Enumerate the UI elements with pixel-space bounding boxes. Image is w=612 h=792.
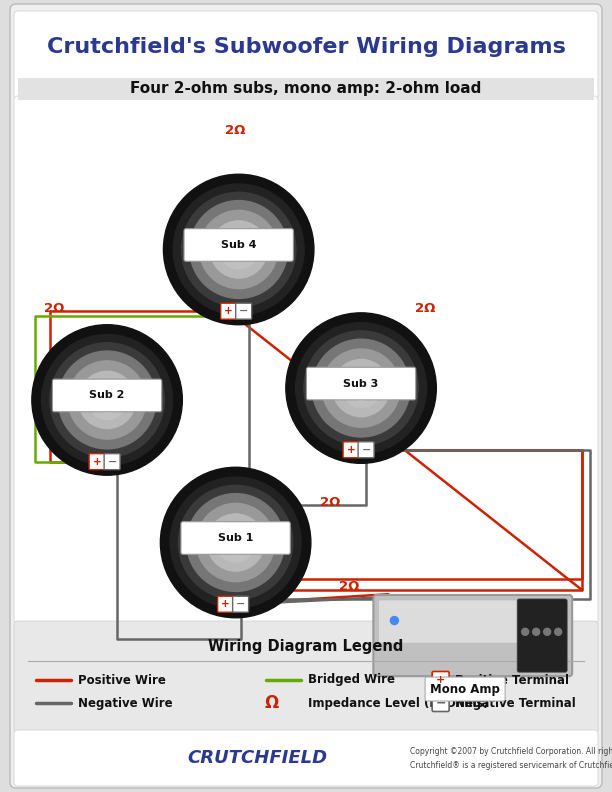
Circle shape xyxy=(332,360,390,417)
Circle shape xyxy=(390,616,398,625)
Circle shape xyxy=(163,174,314,325)
Text: 2Ω: 2Ω xyxy=(320,497,341,509)
FancyBboxPatch shape xyxy=(233,596,248,612)
FancyBboxPatch shape xyxy=(218,596,234,612)
Circle shape xyxy=(179,485,293,600)
FancyBboxPatch shape xyxy=(14,621,598,734)
Circle shape xyxy=(173,184,304,315)
Text: +: + xyxy=(222,600,230,609)
Text: Positive Wire: Positive Wire xyxy=(78,673,166,687)
FancyBboxPatch shape xyxy=(14,96,598,624)
Circle shape xyxy=(223,531,248,554)
Text: +: + xyxy=(93,457,102,466)
Circle shape xyxy=(190,200,288,299)
FancyBboxPatch shape xyxy=(432,672,449,688)
Text: Negative Terminal: Negative Terminal xyxy=(455,696,575,710)
Text: −: − xyxy=(108,457,117,466)
FancyBboxPatch shape xyxy=(18,78,594,100)
FancyBboxPatch shape xyxy=(89,454,105,470)
Text: Positive Terminal: Positive Terminal xyxy=(455,673,569,687)
FancyBboxPatch shape xyxy=(104,454,120,470)
Circle shape xyxy=(312,339,410,437)
Circle shape xyxy=(207,514,264,571)
Text: −: − xyxy=(435,696,446,710)
Text: +: + xyxy=(436,675,446,685)
Circle shape xyxy=(42,334,173,466)
Circle shape xyxy=(322,349,400,427)
Circle shape xyxy=(226,238,251,261)
Text: Ω: Ω xyxy=(265,694,279,712)
FancyBboxPatch shape xyxy=(358,442,374,458)
FancyBboxPatch shape xyxy=(425,677,505,701)
Text: Four 2-ohm subs, mono amp: 2-ohm load: Four 2-ohm subs, mono amp: 2-ohm load xyxy=(130,82,482,97)
Circle shape xyxy=(88,380,127,420)
Text: Copyright ©2007 by Crutchfield Corporation. All rights reserved.: Copyright ©2007 by Crutchfield Corporati… xyxy=(410,748,612,756)
Circle shape xyxy=(554,628,562,635)
FancyBboxPatch shape xyxy=(236,303,252,319)
Circle shape xyxy=(196,504,275,581)
Circle shape xyxy=(32,325,182,475)
Circle shape xyxy=(210,221,267,278)
FancyBboxPatch shape xyxy=(343,442,359,458)
Text: Bridged Wire: Bridged Wire xyxy=(308,673,395,687)
Circle shape xyxy=(216,523,255,562)
FancyBboxPatch shape xyxy=(10,4,602,788)
Circle shape xyxy=(219,230,258,269)
FancyBboxPatch shape xyxy=(181,522,290,554)
Text: −: − xyxy=(239,307,248,316)
Text: Sub 1: Sub 1 xyxy=(218,533,253,543)
Text: 2Ω: 2Ω xyxy=(415,303,436,315)
Circle shape xyxy=(78,371,136,428)
Circle shape xyxy=(304,331,418,445)
Text: Crutchfield's Subwoofer Wiring Diagrams: Crutchfield's Subwoofer Wiring Diagrams xyxy=(47,37,565,57)
Circle shape xyxy=(58,351,156,449)
FancyBboxPatch shape xyxy=(432,695,449,711)
Circle shape xyxy=(341,368,381,408)
Text: Crutchfield® is a registered servicemark of Crutchfield Corporation.: Crutchfield® is a registered servicemark… xyxy=(410,760,612,770)
Circle shape xyxy=(286,313,436,463)
FancyBboxPatch shape xyxy=(307,367,416,400)
Circle shape xyxy=(170,477,301,608)
Text: −: − xyxy=(362,445,371,455)
Circle shape xyxy=(95,388,119,412)
Circle shape xyxy=(160,467,311,618)
Text: Sub 4: Sub 4 xyxy=(221,240,256,250)
Circle shape xyxy=(296,322,427,454)
Text: 2Ω: 2Ω xyxy=(43,303,64,315)
Text: Negative Wire: Negative Wire xyxy=(78,696,173,710)
Circle shape xyxy=(521,628,529,635)
FancyBboxPatch shape xyxy=(184,229,293,261)
Text: Impedance Level (in Ohms): Impedance Level (in Ohms) xyxy=(308,696,489,710)
Text: 2Ω: 2Ω xyxy=(225,124,246,137)
FancyBboxPatch shape xyxy=(221,303,237,319)
FancyBboxPatch shape xyxy=(14,11,598,101)
FancyBboxPatch shape xyxy=(517,599,567,672)
Circle shape xyxy=(68,361,146,439)
FancyBboxPatch shape xyxy=(14,730,598,786)
Text: Mono Amp: Mono Amp xyxy=(430,683,500,695)
Text: 2Ω: 2Ω xyxy=(338,580,359,592)
Circle shape xyxy=(543,628,551,635)
FancyBboxPatch shape xyxy=(373,595,572,676)
Text: Sub 2: Sub 2 xyxy=(89,390,125,401)
Text: Wiring Diagram Legend: Wiring Diagram Legend xyxy=(208,639,404,654)
Text: +: + xyxy=(347,445,356,455)
Circle shape xyxy=(182,192,296,307)
Circle shape xyxy=(187,493,285,592)
Circle shape xyxy=(50,343,164,457)
FancyBboxPatch shape xyxy=(378,600,567,643)
Text: −: − xyxy=(236,600,245,609)
FancyBboxPatch shape xyxy=(53,379,162,412)
Circle shape xyxy=(349,376,373,400)
Circle shape xyxy=(200,211,278,288)
Text: Sub 3: Sub 3 xyxy=(343,379,379,389)
Text: +: + xyxy=(225,307,233,316)
Text: CRUTCHFIELD: CRUTCHFIELD xyxy=(187,749,327,767)
Circle shape xyxy=(532,628,540,635)
